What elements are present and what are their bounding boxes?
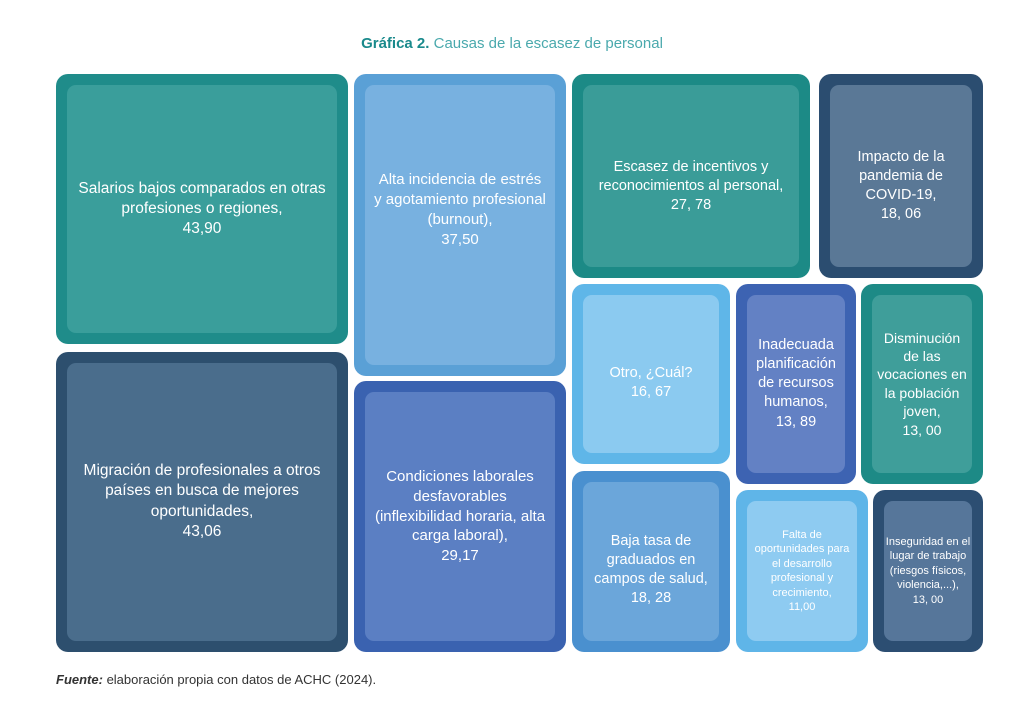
treemap-tile-value: 13, 00 — [902, 421, 942, 438]
treemap-tile-inner — [884, 501, 972, 641]
treemap-tile: Inadecuada planificación de recursos hum… — [736, 284, 856, 484]
treemap-tile-name: Otro, ¿Cuál? — [609, 365, 693, 381]
treemap-tile-label: Disminución de las vocaciones en la pobl… — [867, 329, 977, 440]
treemap-tile: Alta incidencia de estrés y agotamiento … — [354, 74, 566, 376]
treemap-tile-inner — [583, 295, 719, 453]
treemap-tile-inner — [67, 363, 337, 641]
treemap-tile-value: 37,50 — [441, 230, 479, 248]
treemap-tile-value: 18, 06 — [880, 206, 922, 223]
treemap-tile-value: 43,90 — [182, 220, 222, 238]
treemap-tile: Inseguridad en el lugar de trabajo (ries… — [873, 490, 983, 652]
treemap-tile: Impacto de la pandemia de COVID-19, 18, 0… — [819, 74, 983, 278]
treemap-tile-label: Impacto de la pandemia de COVID-19, 18, 0… — [841, 148, 961, 225]
treemap-tile-inner — [583, 85, 799, 267]
treemap-tile-inner — [872, 295, 972, 473]
treemap-tile-value: 43,06 — [182, 523, 222, 541]
treemap-tile: Salarios bajos comparados en otras profe… — [56, 74, 348, 344]
treemap-tile-name: Disminución de las vocaciones en la pobl… — [877, 329, 967, 420]
treemap-tile-label: Salarios bajos comparados en otras profe… — [67, 179, 337, 240]
chart-title-number: Gráfica 2. — [361, 35, 430, 52]
source-text: elaboración propia con datos de ACHC (20… — [102, 672, 377, 687]
treemap-tile-value: 18, 28 — [630, 590, 672, 607]
treemap-tile: Otro, ¿Cuál? 16, 67 — [572, 284, 730, 464]
treemap-tile-name: Escasez de incentivos y reconocimientos … — [598, 158, 784, 194]
treemap-tile-value: 11,00 — [788, 601, 816, 614]
source-note: Fuente: elaboración propia con datos de … — [56, 672, 376, 687]
treemap-tile-label: Inadecuada planificación de recursos hum… — [741, 336, 851, 432]
source-label: Fuente: — [56, 672, 103, 687]
treemap-tile-label: Baja tasa de graduados en campos de salu… — [581, 532, 721, 609]
treemap-tile: Escasez de incentivos y reconocimientos … — [572, 74, 810, 278]
treemap-tile-inner — [747, 501, 857, 641]
treemap-tile-inner — [365, 85, 555, 365]
treemap-tile-name: Salarios bajos comparados en otras profe… — [78, 179, 326, 217]
treemap-tile: Disminución de las vocaciones en la pobl… — [861, 284, 983, 484]
treemap-tile-inner — [365, 392, 555, 641]
chart-title: Gráfica 2. Causas de la escasez de perso… — [0, 34, 1024, 54]
treemap-tile-label: Falta de oportunidades para el desarroll… — [742, 528, 862, 615]
treemap-tile-label: Escasez de incentivos y reconocimientos … — [586, 158, 796, 215]
treemap-tile: Migración de profesionales a otros paíse… — [56, 352, 348, 652]
treemap-tile-name: Alta incidencia de estrés y agotamiento … — [374, 171, 546, 228]
treemap-tile-inner — [583, 482, 719, 641]
treemap-tile-inner — [747, 295, 845, 473]
treemap-tile-label: Migración de profesionales a otros paíse… — [67, 461, 337, 543]
treemap-tile-name: Inseguridad en el lugar de trabajo (ries… — [885, 535, 971, 592]
treemap-tile-name: Inadecuada planificación de recursos hum… — [756, 337, 836, 411]
treemap-tile: Baja tasa de graduados en campos de salu… — [572, 471, 730, 652]
treemap-tile-value: 27, 78 — [670, 196, 712, 213]
treemap-tile: Condiciones laborales desfavorables (inf… — [354, 381, 566, 652]
treemap-tile-name: Falta de oportunidades para el desarroll… — [754, 528, 850, 599]
treemap-tile-label: Alta incidencia de estrés y agotamiento … — [365, 170, 555, 249]
treemap-tile-label: Inseguridad en el lugar de trabajo (ries… — [876, 535, 980, 608]
chart-title-text: Causas de la escasez de personal — [433, 35, 663, 52]
treemap-tile-label: Condiciones laborales desfavorables (inf… — [365, 467, 555, 566]
treemap-tile-value: 13, 89 — [775, 413, 817, 430]
treemap-tile-name: Baja tasa de graduados en campos de salu… — [594, 533, 708, 588]
treemap-tile-label: Otro, ¿Cuál? 16, 67 — [581, 364, 721, 402]
treemap-tile-name: Condiciones laborales desfavorables (inf… — [374, 468, 546, 545]
treemap-tile-inner — [67, 85, 337, 333]
treemap-tile-value: 29,17 — [441, 547, 479, 565]
treemap-tile-value: 16, 67 — [630, 384, 672, 401]
treemap-tile-name: Impacto de la pandemia de COVID-19, — [857, 148, 945, 203]
treemap-tile-name: Migración de profesionales a otros paíse… — [83, 462, 321, 520]
treemap-tile: Falta de oportunidades para el desarroll… — [736, 490, 868, 652]
treemap-tile-value: 13, 00 — [912, 593, 944, 606]
treemap-tile-inner — [830, 85, 972, 267]
